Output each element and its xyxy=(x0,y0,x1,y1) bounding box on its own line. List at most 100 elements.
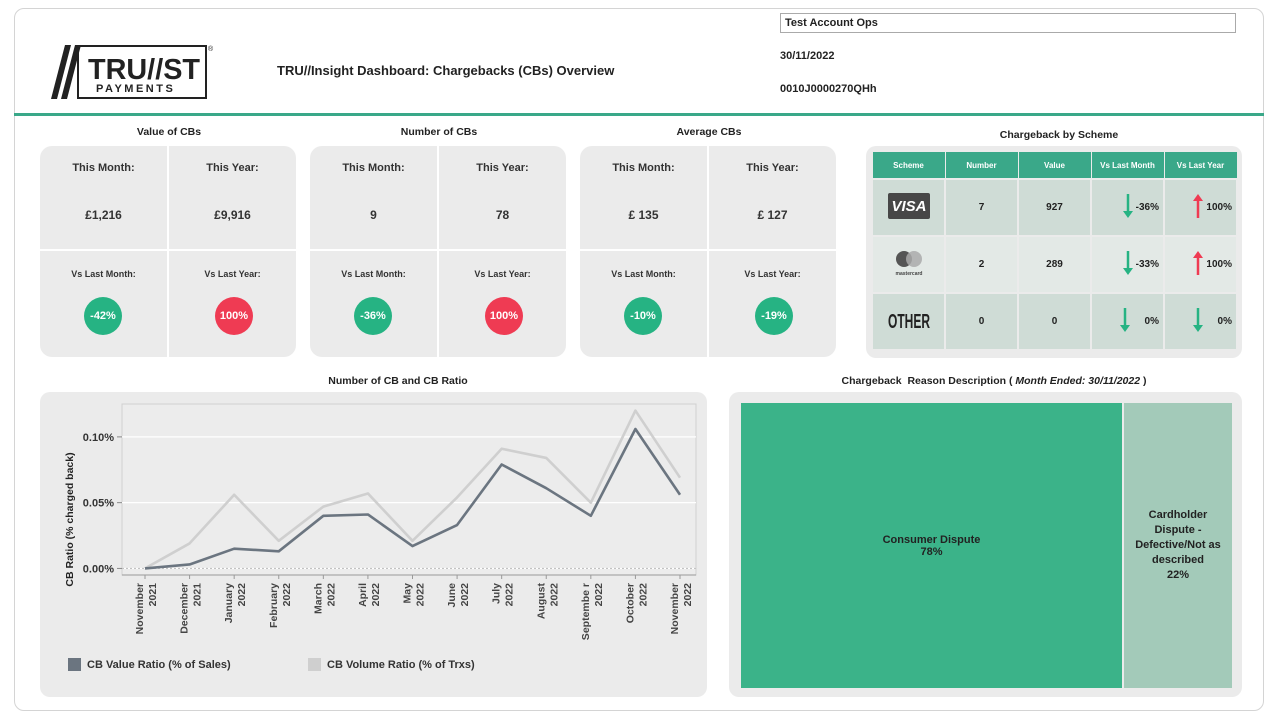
x-tick-label: March2022 xyxy=(312,583,337,614)
scheme-title: Chargeback by Scheme xyxy=(999,129,1119,141)
kpi-divider xyxy=(437,146,439,357)
kpi-this-year-label: This Year: xyxy=(476,162,529,174)
x-tick-label: October2022 xyxy=(624,583,649,623)
kpi-divider xyxy=(40,249,296,251)
legend-swatch-volume xyxy=(308,658,321,671)
account-id: 0010J0000270QHh xyxy=(780,83,877,95)
scheme-number: 2 xyxy=(944,235,1019,294)
report-date: 30/11/2022 xyxy=(780,50,835,62)
visa-logo: VISA xyxy=(871,178,946,237)
kpi-title: Average CBs xyxy=(676,126,742,138)
kpi-divider xyxy=(310,249,566,251)
svg-text:OTHER: OTHER xyxy=(888,311,930,333)
y-tick-label: 0.10% xyxy=(83,432,114,444)
arrow-down-icon xyxy=(1119,307,1131,336)
kpi-vs-year-label: Vs Last Year: xyxy=(204,269,261,279)
col-header-value: Value xyxy=(1017,151,1092,180)
scheme-number: 7 xyxy=(944,178,1019,237)
col-header-vs-last-year: Vs Last Year xyxy=(1163,151,1238,180)
arrow-down-icon xyxy=(1122,193,1134,222)
table-row: OTHER 0 0 0% 0% xyxy=(871,292,1238,351)
tile-percent: 22% xyxy=(1166,569,1190,581)
table-row: mastercard 2 289 -33% 100% xyxy=(871,235,1238,294)
kpi-vs-year-badge: 100% xyxy=(485,297,523,335)
x-tick-label: April2022 xyxy=(357,583,382,607)
scheme-table: Scheme Number Value Vs Last Month Vs Las… xyxy=(871,151,1238,351)
kpi-this-year-label: This Year: xyxy=(746,162,799,174)
x-tick-label: August2022 xyxy=(535,583,560,620)
scheme-vs-year: 100% xyxy=(1163,178,1238,237)
line-chart-title: Number of CB and CB Ratio xyxy=(328,375,468,387)
scheme-vs-month: -33% xyxy=(1090,235,1165,294)
scheme-vs-year: 0% xyxy=(1163,292,1238,351)
scheme-vs-year: 100% xyxy=(1163,235,1238,294)
x-tick-label: July2022 xyxy=(491,583,516,607)
account-selector[interactable]: Test Account Ops xyxy=(780,13,1236,33)
legend-label-value: CB Value Ratio (% of Sales) xyxy=(87,658,231,671)
line-chart: 0.00% 0.05% 0.10% CB Ratio (% charged back)… xyxy=(64,403,697,640)
series-line-value-ratio xyxy=(144,427,682,570)
svg-text:TRU//ST: TRU//ST xyxy=(88,54,200,86)
legend-volume-ratio[interactable]: CB Volume Ratio (% of Trxs) xyxy=(308,658,475,671)
header-divider xyxy=(14,113,1264,116)
tile-percent: 78% xyxy=(920,545,943,558)
scheme-value: 927 xyxy=(1017,178,1092,237)
kpi-divider xyxy=(580,249,836,251)
kpi-this-month-value: 9 xyxy=(370,208,377,222)
tile-label: Consumer Dispute xyxy=(882,533,981,546)
y-tick-label: 0.05% xyxy=(83,498,114,510)
treemap-tile-cardholder-dispute[interactable]: Cardholder Dispute - Defective/Not as de… xyxy=(1124,403,1232,688)
arrow-down-icon xyxy=(1192,307,1204,336)
kpi-this-month-label: This Month: xyxy=(612,162,675,174)
kpi-this-month-value: £ 135 xyxy=(628,208,659,222)
svg-text:VISA: VISA xyxy=(891,198,926,215)
kpi-divider xyxy=(707,146,709,357)
col-header-scheme: Scheme xyxy=(871,151,946,180)
x-tick-label: January2022 xyxy=(223,583,248,623)
kpi-vs-month-badge: -10% xyxy=(624,297,662,335)
kpi-divider xyxy=(167,146,169,357)
series-line-volume-ratio xyxy=(144,409,682,570)
scheme-vs-month: -36% xyxy=(1090,178,1165,237)
kpi-vs-year-badge: 100% xyxy=(215,297,253,335)
x-tick-label: November2021 xyxy=(134,583,159,635)
kpi-vs-month-label: Vs Last Month: xyxy=(611,269,676,279)
x-tick-label: June2022 xyxy=(446,583,471,608)
kpi-vs-month-badge: -36% xyxy=(354,297,392,335)
plot-area xyxy=(121,403,697,576)
treemap-title: Chargeback Reason Description ( Month En… xyxy=(841,375,1147,387)
arrow-up-icon xyxy=(1192,193,1204,222)
trust-payments-logo: TRU//ST PAYMENTS ® xyxy=(48,42,218,102)
x-tick-label: December2021 xyxy=(179,583,204,634)
y-tick-label: 0.00% xyxy=(83,563,114,575)
kpi-vs-month-label: Vs Last Month: xyxy=(341,269,406,279)
kpi-vs-month-label: Vs Last Month: xyxy=(71,269,136,279)
kpi-vs-year-badge: -19% xyxy=(755,297,793,335)
y-axis-label: CB Ratio (% charged back) xyxy=(64,452,76,586)
kpi-this-year-value: 78 xyxy=(495,208,510,222)
kpi-title: Number of CBs xyxy=(400,126,478,138)
scheme-number: 0 xyxy=(944,292,1019,351)
col-header-number: Number xyxy=(944,151,1019,180)
legend-label-volume: CB Volume Ratio (% of Trxs) xyxy=(327,658,475,671)
kpi-this-year-value: £ 127 xyxy=(757,208,788,222)
legend-value-ratio[interactable]: CB Value Ratio (% of Sales) xyxy=(68,658,231,671)
kpi-title: Value of CBs xyxy=(136,126,202,138)
mastercard-logo: mastercard xyxy=(871,235,946,294)
scheme-value: 0 xyxy=(1017,292,1092,351)
x-tick-label: November2022 xyxy=(669,583,694,635)
other-scheme-label: OTHER xyxy=(871,292,946,351)
treemap-tile-consumer-dispute[interactable]: Consumer Dispute 78% xyxy=(741,403,1122,688)
scheme-value: 289 xyxy=(1017,235,1092,294)
kpi-this-year-label: This Year: xyxy=(206,162,259,174)
kpi-this-month-label: This Month: xyxy=(342,162,405,174)
kpi-this-year-value: £9,916 xyxy=(214,208,251,222)
svg-text:®: ® xyxy=(208,45,214,53)
scheme-vs-month: 0% xyxy=(1090,292,1165,351)
svg-text:PAYMENTS: PAYMENTS xyxy=(96,83,175,95)
kpi-vs-year-label: Vs Last Year: xyxy=(474,269,531,279)
svg-text:mastercard: mastercard xyxy=(895,271,922,277)
dashboard-title: TRU//Insight Dashboard: Chargebacks (CBs… xyxy=(277,63,615,78)
kpi-vs-year-label: Vs Last Year: xyxy=(744,269,801,279)
tile-label: Cardholder Dispute - Defective/Not as de… xyxy=(1135,509,1221,566)
